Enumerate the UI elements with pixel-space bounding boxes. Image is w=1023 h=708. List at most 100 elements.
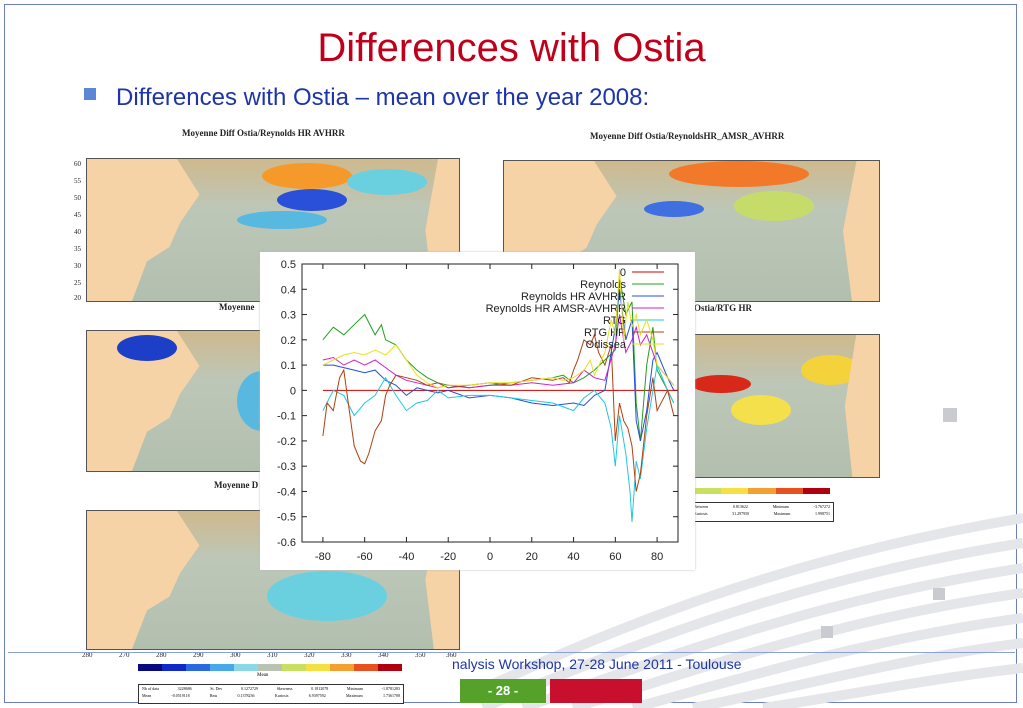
y-tick-label: 0.3 (281, 310, 296, 322)
stat-cell: Nb of data (142, 686, 159, 691)
stats-table-left: Nb of data 3228686 St. Dev 0.1272729 Ske… (138, 684, 404, 704)
lon-label: 330 (341, 651, 352, 659)
footer-red-block (550, 679, 642, 703)
stat-cell: Maximum (773, 511, 791, 516)
y-tick-label: -0.3 (277, 461, 296, 473)
legend-label: RTG (603, 315, 626, 327)
zonal-mean-chart: 0.5 0.4 0.3 0.2 0.1 0 -0.1 -0.2 -0.3 -0.4 -0.5 -0.6… (260, 252, 695, 570)
y-tick-label: -0.1 (277, 411, 296, 423)
lat-label: 35 (74, 245, 81, 253)
stat-cell: 1.998751 (814, 511, 830, 516)
stat-cell: 0.1378236 (237, 693, 255, 698)
stat-cell: Kurtosis (274, 693, 289, 698)
stat-cell: 3228686 (177, 686, 192, 691)
lat-label: 25 (74, 279, 81, 287)
y-tick-label: 0.1 (281, 360, 296, 372)
chart-svg: 0.5 0.4 0.3 0.2 0.1 0 -0.1 -0.2 -0.3 -0.4 -0.5 -0.6… (277, 259, 679, 563)
lon-label: 320 (304, 651, 315, 659)
x-tick-label: 40 (567, 551, 579, 563)
x-tick-label: 60 (609, 551, 621, 563)
map-caption-mid-left: Moyenne (219, 302, 255, 312)
slide-title: Differences with Ostia (317, 26, 706, 70)
stat-cell: 31.297950 (732, 511, 750, 516)
lon-label: 290 (193, 651, 204, 659)
colorbar-bottom-left (138, 664, 402, 671)
stat-cell: 6.9397592 (308, 693, 326, 698)
stats-table-right: Between 0.813622 Minimum -3.767272 Kurto… (690, 502, 834, 522)
stat-cell: Minimum (772, 504, 789, 509)
stat-cell: -1.8781283 (381, 686, 400, 691)
stats-row: Mean -0.0519118 Rms 0.1378236 Kurtosis 6… (139, 692, 403, 699)
x-tick-label: -40 (398, 551, 414, 563)
x-tick-label: -80 (315, 551, 331, 563)
bullet-text: Differences with Ostia – mean over the y… (116, 84, 650, 111)
map-caption-bottom-left: Moyenne D (214, 480, 259, 490)
lon-label: 270 (119, 651, 130, 659)
stat-cell: 0.1272729 (241, 686, 258, 691)
lat-label: 20 (74, 294, 81, 302)
map-title-reynolds-hr-avhrr: Moyenne Diff Ostia/Reynolds HR AVHRR (182, 128, 345, 138)
x-tick-label: 80 (651, 551, 663, 563)
lat-label: 60 (74, 160, 81, 168)
lat-label: 50 (74, 194, 81, 202)
x-tick-label: -20 (440, 551, 456, 563)
legend-label: 0 (620, 267, 626, 279)
y-tick-label: 0.5 (281, 259, 296, 271)
series-line-5 (322, 333, 675, 492)
stat-cell: Skewness (276, 686, 293, 691)
lon-label: 340 (378, 651, 389, 659)
y-tick-label: -0.5 (277, 512, 296, 524)
colorbar-mid-right (694, 488, 831, 494)
footer-divider (8, 652, 1015, 653)
series-line-2 (322, 289, 675, 442)
stat-cell: -0.0519118 (171, 693, 190, 698)
y-tick-label: 0.2 (281, 335, 296, 347)
stats-row: Kurtosis 31.297950 Maximum 1.998751 (691, 510, 833, 517)
stat-cell: Minimum (346, 686, 363, 691)
x-tick-label: 0 (487, 551, 493, 563)
lat-label: 45 (74, 211, 81, 219)
legend-label: Odissea (586, 339, 627, 351)
map-mid-right (690, 334, 880, 478)
lon-label: 360 (446, 651, 457, 659)
stat-cell: Mean (142, 693, 152, 698)
map-title-reynolds-hr-amsr: Moyenne Diff Ostia/ReynoldsHR_AMSR_AVHRR (590, 131, 785, 141)
lon-label: 350 (415, 651, 426, 659)
legend-label: RTG HR (584, 327, 626, 339)
lat-label: 30 (74, 262, 81, 270)
stat-cell: Kurtosis (694, 511, 708, 516)
lon-label: 280 (156, 651, 167, 659)
x-tick-label: -60 (357, 551, 373, 563)
stat-cell: St. Dev (210, 686, 223, 691)
y-tick-label: 0.4 (281, 284, 296, 296)
stat-cell: 0.1812078 (311, 686, 329, 691)
lat-label: 40 (74, 228, 81, 236)
stat-cell: 0.813622 (732, 504, 748, 509)
stat-cell: -3.767272 (813, 504, 830, 509)
legend-label: Reynolds (580, 279, 626, 291)
y-tick-label: -0.2 (277, 436, 296, 448)
series-line-6 (322, 269, 675, 389)
stat-cell: Rms (209, 693, 218, 698)
lon-label: 300 (230, 651, 241, 659)
series-line-4 (322, 363, 675, 522)
legend-label: Reynolds HR AVHRR (521, 291, 626, 303)
stats-row: Between 0.813622 Minimum -3.767272 (691, 503, 833, 510)
x-tick-label: 20 (526, 551, 538, 563)
y-tick-label: -0.4 (277, 486, 296, 498)
legend-label: Reynolds HR AMSR-AVHRR (486, 303, 626, 315)
y-tick-label: 0 (290, 385, 296, 397)
series-line-3 (322, 314, 675, 389)
lon-label: 310 (267, 651, 278, 659)
lat-label: 55 (74, 177, 81, 185)
bullet-marker (84, 88, 96, 100)
y-tick-label: -0.6 (277, 537, 296, 549)
map-caption-mid-right: Ostia/RTG HR (694, 303, 752, 313)
page-number: - 28 - (460, 679, 546, 703)
stats-row: Nb of data 3228686 St. Dev 0.1272729 Ske… (139, 685, 403, 692)
lon-label: 280 (82, 651, 93, 659)
footer-text: nalysis Workshop, 27-28 June 2011 - Toul… (452, 656, 742, 672)
colorbar-label: Mean (257, 673, 269, 678)
stat-cell: 1.7361708 (382, 693, 400, 698)
stat-cell: Maximum (345, 693, 363, 698)
